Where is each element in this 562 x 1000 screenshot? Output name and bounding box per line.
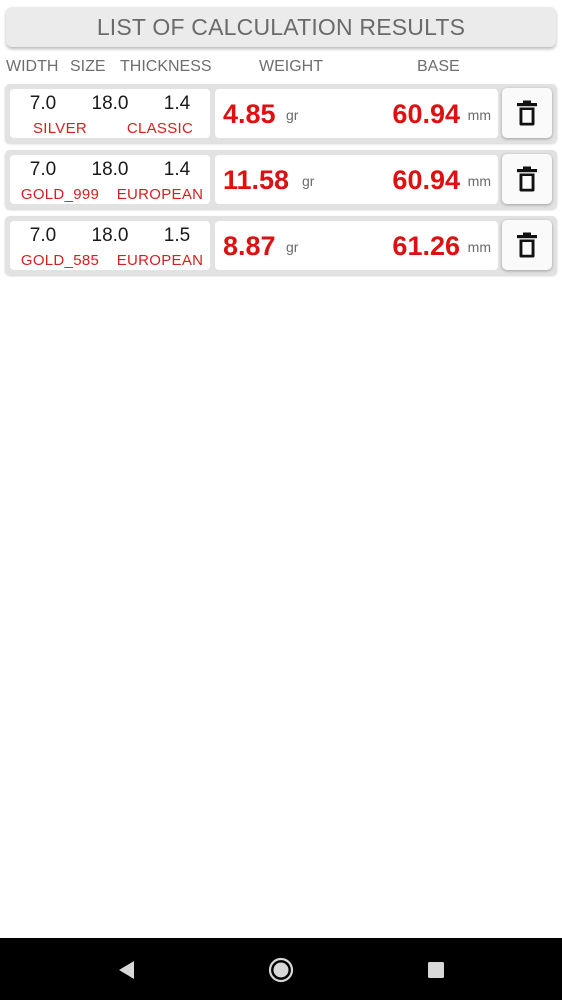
profile-label: CLASSIC <box>126 120 194 137</box>
result-row: 7.0 18.0 1.4 GOLD_999 EUROPEAN 11.58 gr … <box>5 150 557 209</box>
calculation-result: 4.85 gr 60.94 mm <box>215 89 498 138</box>
width-value: 7.0 <box>29 93 57 114</box>
profile-label: EUROPEAN <box>116 252 204 269</box>
width-value: 7.0 <box>29 225 57 246</box>
width-value: 7.0 <box>29 159 57 180</box>
base-value: 60.94 <box>392 165 460 195</box>
home-circle-icon <box>268 957 294 983</box>
weight-unit: gr <box>286 239 299 255</box>
column-header-weight: WEIGHT <box>259 58 323 75</box>
recents-square-icon <box>428 962 444 978</box>
size-value: 18.0 <box>91 93 129 114</box>
metal-label: GOLD_585 <box>20 252 100 269</box>
delete-button[interactable] <box>502 154 552 204</box>
nav-recents-button[interactable] <box>422 956 450 984</box>
base-unit: mm <box>467 173 491 189</box>
calculation-result: 8.87 gr 61.26 mm <box>215 221 498 270</box>
nav-home-button[interactable] <box>267 956 295 984</box>
trash-icon <box>517 100 537 126</box>
size-value: 18.0 <box>91 225 129 246</box>
thickness-value: 1.4 <box>163 159 191 180</box>
base-unit: mm <box>467 107 491 123</box>
thickness-value: 1.5 <box>163 225 191 246</box>
ring-parameters: 7.0 18.0 1.5 GOLD_585 EUROPEAN <box>10 221 210 270</box>
system-navigation-bar <box>0 938 562 1000</box>
trash-icon <box>517 166 537 192</box>
weight-unit: gr <box>302 173 315 189</box>
thickness-value: 1.4 <box>163 93 191 114</box>
result-row: 7.0 18.0 1.4 SILVER CLASSIC 4.85 gr 60.9… <box>5 84 557 143</box>
metal-label: GOLD_999 <box>20 186 100 203</box>
column-header-width: WIDTH <box>6 58 59 75</box>
nav-back-button[interactable] <box>112 956 140 984</box>
size-value: 18.0 <box>91 159 129 180</box>
weight-value: 4.85 <box>223 99 276 129</box>
ring-parameters: 7.0 18.0 1.4 GOLD_999 EUROPEAN <box>10 155 210 204</box>
column-header-size: SIZE <box>70 58 106 75</box>
ring-parameters: 7.0 18.0 1.4 SILVER CLASSIC <box>10 89 210 138</box>
metal-label: SILVER <box>32 120 88 137</box>
trash-icon <box>517 232 537 258</box>
base-value: 60.94 <box>392 99 460 129</box>
weight-unit: gr <box>286 107 299 123</box>
base-value: 61.26 <box>392 231 460 261</box>
weight-value: 8.87 <box>223 231 276 261</box>
delete-button[interactable] <box>502 220 552 270</box>
calculation-result: 11.58 gr 60.94 mm <box>215 155 498 204</box>
back-triangle-icon <box>119 961 134 979</box>
column-header-base: BASE <box>417 58 460 75</box>
column-header-thickness: THICKNESS <box>120 58 212 75</box>
weight-value: 11.58 <box>223 165 290 195</box>
page-title: LIST OF CALCULATION RESULTS <box>6 7 556 47</box>
delete-button[interactable] <box>502 88 552 138</box>
base-unit: mm <box>467 239 491 255</box>
profile-label: EUROPEAN <box>116 186 204 203</box>
result-row: 7.0 18.0 1.5 GOLD_585 EUROPEAN 8.87 gr 6… <box>5 216 557 275</box>
